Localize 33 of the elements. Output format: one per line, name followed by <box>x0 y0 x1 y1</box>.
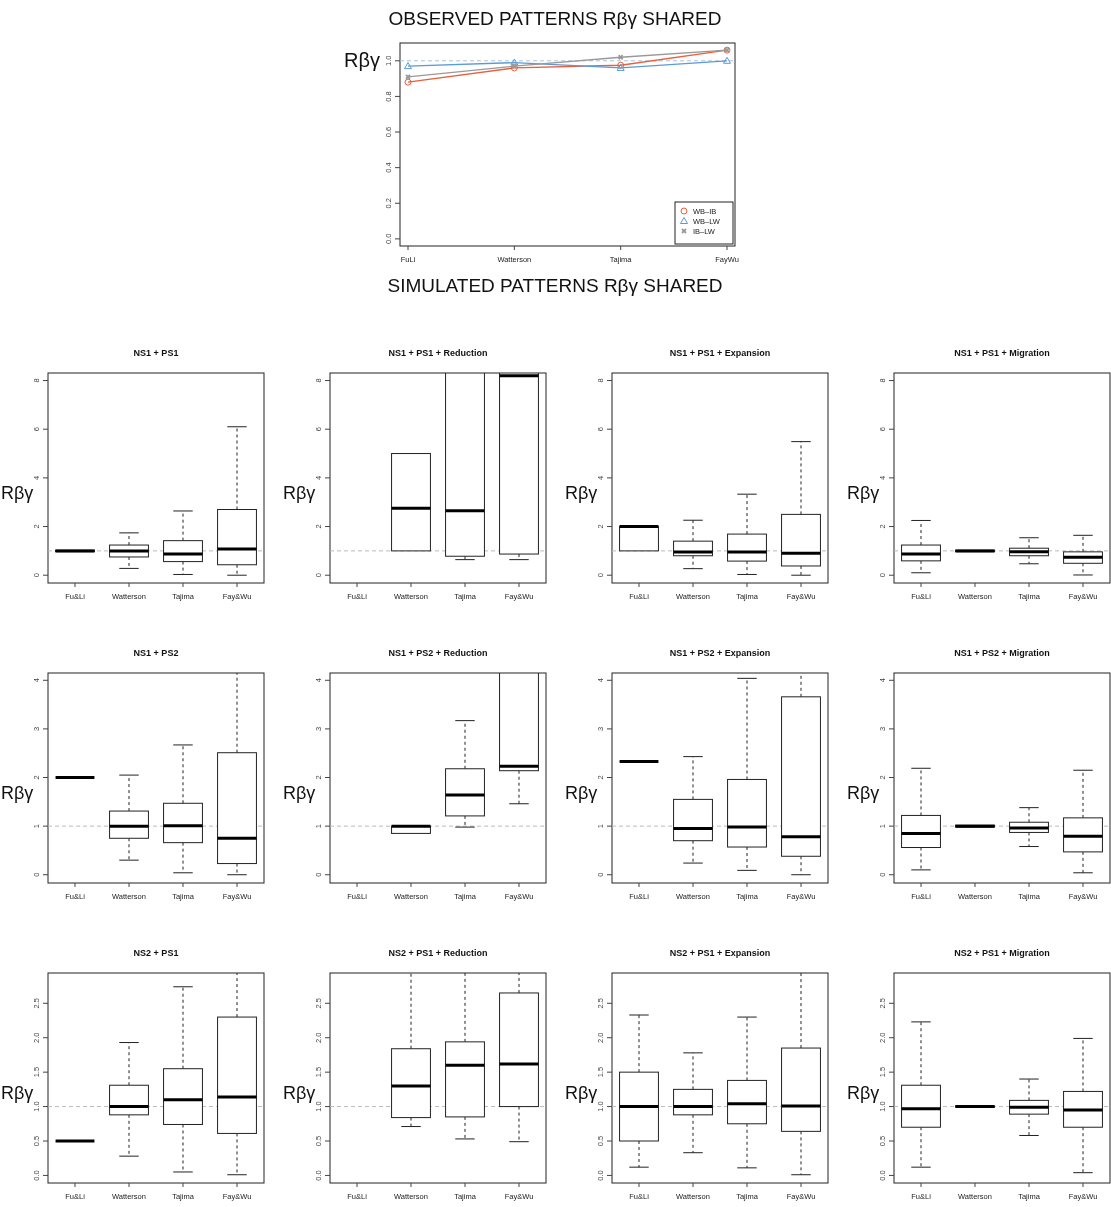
text: SIMULATED PATTERNS Rβγ SHARED <box>387 275 723 296</box>
chart-title: NS2 + PS1 + Reduction <box>388 948 488 958</box>
chart-title: NS2 + PS1 + Expansion <box>669 948 771 958</box>
y-axis-title: Rβγ <box>1 483 34 503</box>
y-axis-title: Rβγ <box>1 783 34 803</box>
chart-title: NS1 + PS2 <box>133 648 179 658</box>
y-axis-title: Rβγ <box>344 49 380 71</box>
chart-title: NS1 + PS2 + Reduction <box>388 648 488 658</box>
y-axis-title: Rβγ <box>847 483 880 503</box>
chart-title: NS1 + PS1 <box>133 348 179 358</box>
y-axis-title: Rβγ <box>283 783 316 803</box>
chart-title: NS2 + PS1 + Migration <box>954 948 1050 958</box>
y-axis-title: Rβγ <box>847 783 880 803</box>
point <box>404 78 412 86</box>
point <box>617 54 624 60</box>
chart-title: NS1 + PS1 + Reduction <box>388 348 488 358</box>
chart-title: NS1 + PS2 + Migration <box>954 648 1050 658</box>
chart-title: NS2 + PS1 <box>133 948 179 958</box>
chart-title: NS1 + PS1 + Expansion <box>669 348 771 358</box>
point <box>405 74 411 80</box>
chart-title: NS1 + PS1 + Migration <box>954 348 1050 358</box>
point <box>723 56 731 64</box>
chart-title: NS1 + PS2 + Expansion <box>669 648 771 658</box>
chart-title: OBSERVED PATTERNS Rβγ SHARED <box>388 8 722 29</box>
y-axis-title: Rβγ <box>283 1083 316 1103</box>
point <box>510 58 519 66</box>
y-axis-title: Rβγ <box>1 1083 34 1103</box>
y-axis-title: Rβγ <box>283 483 316 503</box>
y-axis-title: Rβγ <box>565 1083 598 1103</box>
y-axis-title: Rβγ <box>847 1083 880 1103</box>
y-axis-title: Rβγ <box>565 483 598 503</box>
y-axis-title: Rβγ <box>565 783 598 803</box>
point <box>404 62 412 70</box>
